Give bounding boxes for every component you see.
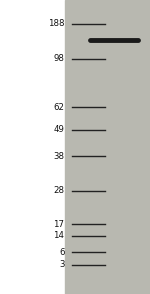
Bar (0, 0, 64, 294)
Text: 38: 38 (54, 152, 64, 161)
Text: 3: 3 (59, 260, 64, 269)
Text: 98: 98 (54, 54, 64, 63)
Text: 14: 14 (54, 231, 64, 240)
Text: 6: 6 (59, 248, 64, 257)
Bar (64, 0, 150, 294)
Text: 188: 188 (48, 19, 64, 28)
Text: 28: 28 (54, 186, 64, 195)
Text: 17: 17 (54, 220, 64, 228)
Text: 49: 49 (54, 126, 64, 134)
Text: 62: 62 (54, 103, 64, 112)
